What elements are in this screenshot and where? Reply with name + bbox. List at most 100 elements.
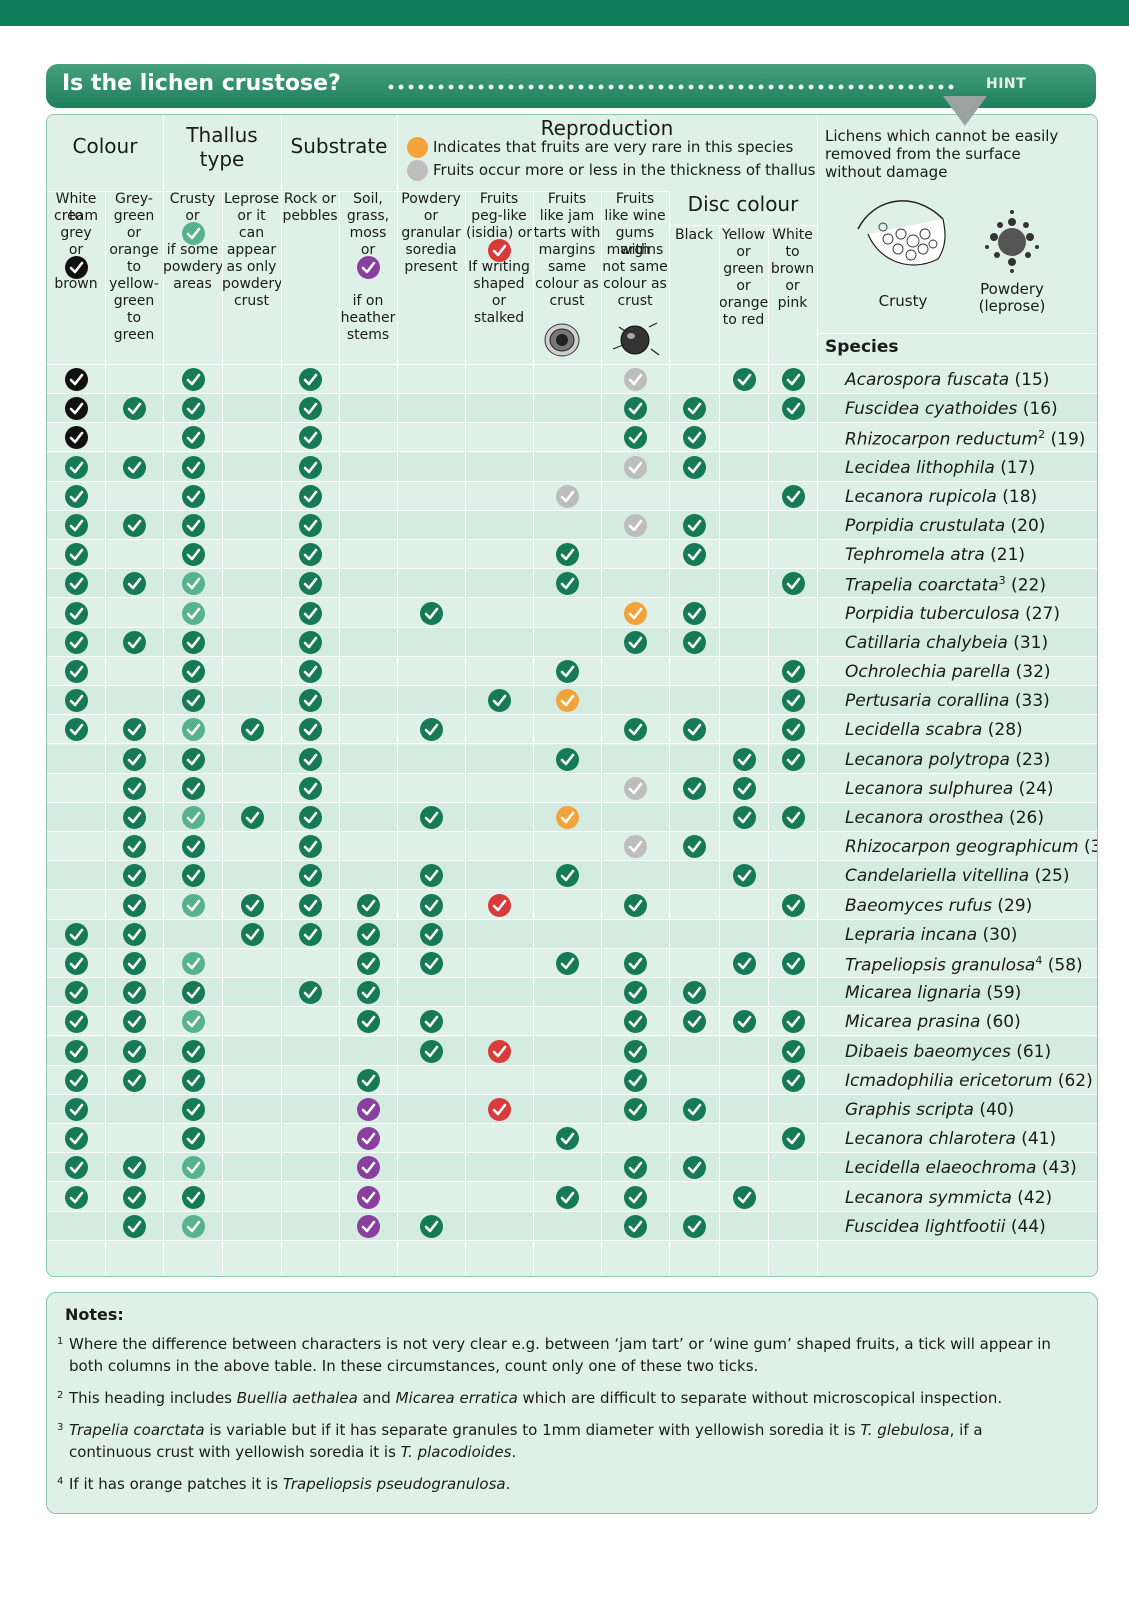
row-divider [47,918,1097,920]
tick-icon [181,426,205,450]
tick-icon [357,1185,380,1209]
tick-icon [732,952,756,975]
species-name-text: Rhizocarpon geographicum [845,837,1079,858]
species-name-text: Lecidella elaeochroma [845,1158,1037,1179]
tick-icon [683,397,706,421]
tick-icon [181,1185,205,1209]
subheader-line: to [126,259,142,275]
species-name-text: Fuscidea lightfootii [845,1216,1006,1237]
row-divider [47,480,1097,482]
tick-icon [556,806,579,829]
subheader-col-12: Yellow or green or orange to red [719,227,768,329]
table-row: Rhizocarpon reductum2 (19) [47,423,1097,453]
tick-icon [624,981,647,1005]
species-number: (59) [980,983,1022,1004]
column-divider [533,191,534,1276]
tick-icon [781,747,805,771]
subheader-col-7: Powdery or granular soredia present [397,191,465,276]
species-number: (43) [1036,1158,1077,1179]
table-row: Graphis scripta (40) [47,1095,1097,1124]
tick-icon [181,397,205,421]
species-number: (24) [1013,778,1054,799]
row-divider [47,1181,1097,1183]
subheader-line: Yellow [721,227,766,243]
row-divider [47,947,1097,949]
species-name: Catillaria chalybeia (31) [845,633,1048,653]
tick-icon [299,835,322,859]
subheader-line: pebbles [282,208,338,224]
header-reproduction: Reproduction [540,116,674,140]
tick-icon [181,572,205,596]
tick-icon [420,806,443,829]
tick-icon [420,864,443,888]
species-name: Lepraria incana (30) [845,925,1017,945]
table-row: Acarospora fuscata (15) [47,365,1097,394]
header-colour: Colour [72,134,138,158]
subheader-col-6: Soil, grass, moss or if on heather stems [339,191,397,344]
note-2-text: This heading includes Buellia aethalea a… [69,1389,1003,1407]
jam-tart-fruit-icon [544,323,580,357]
tick-icon [123,835,146,859]
subheader-line: green [723,261,764,277]
tick-icon [683,426,706,450]
tick-icon [683,718,706,742]
hint-text: Lichens which cannot be easily removed f… [825,127,1059,181]
tick-icon [181,1156,205,1180]
tick-icon [357,981,380,1005]
subheader-line: appear [226,242,277,258]
subheader-line: Fruits [547,191,587,207]
species-name-text: Lecanora polytropa [845,749,1010,770]
table-row: Micarea lignaria (59) [47,978,1097,1008]
subheader-line: grass, [346,208,390,224]
row-divider [47,568,1097,570]
tick-icon [123,718,146,742]
header-divider [47,364,1097,365]
subheader-line: Crusty [169,191,216,207]
species-name: Candelariella vitellina (25) [845,866,1069,886]
table-row: Lecidea lithophila (17) [47,452,1097,482]
subheader-line: yellow- [109,276,159,292]
row-divider [47,1123,1097,1124]
tick-icon [556,747,579,771]
tick-icon [123,397,146,421]
table-row: Dibaeis baeomyces (61) [47,1036,1097,1066]
table-row: Fuscidea lightfootii (44) [47,1211,1097,1241]
subheader-col-8: Fruits peg-like (isidia) or If writing shape… [465,191,533,327]
tick-icon [556,1127,579,1151]
header-thallus-text: Thallus type [186,123,258,171]
column-divider [339,191,340,1276]
tick-icon [556,952,579,975]
tick-icon [624,455,647,479]
row-divider [47,1093,1097,1095]
tick-icon [556,484,579,508]
species-footnote: 4 [1035,954,1043,967]
crusty-label: Crusty [878,292,928,310]
key-table: Colour Thallus type Substrate Reproducti… [46,114,1098,1277]
row-divider [47,685,1097,686]
tick-icon [420,1039,443,1063]
tick-icon [123,630,146,654]
tick-icon [299,572,322,596]
species-number: (58) [1042,955,1083,976]
tick-icon [181,543,205,567]
tick-icon [299,747,322,771]
tick-icon [488,689,511,713]
tick-icon [357,1010,380,1034]
species-name-text: Dibaeis baeomyces [845,1041,1011,1062]
species-number: (26) [1003,808,1044,828]
note-3-number: 3 [57,1422,64,1433]
subheader-line: or [423,208,439,224]
row-divider [47,393,1097,394]
tick-icon [624,1010,647,1034]
species-name-text: Lepraria incana [845,924,978,945]
species-name-text: Candelariella vitellina [845,866,1030,887]
species-name: Micarea lignaria (59) [845,983,1021,1003]
column-divider [222,191,223,1276]
subheader-line: crust [233,293,270,309]
tick-icon [181,1127,205,1151]
tick-icon [683,630,706,654]
subheader-line: granular [401,225,461,241]
tick-icon [357,893,380,917]
species-name-text: Lecidella scabra [845,720,983,741]
row-divider [47,743,1097,745]
